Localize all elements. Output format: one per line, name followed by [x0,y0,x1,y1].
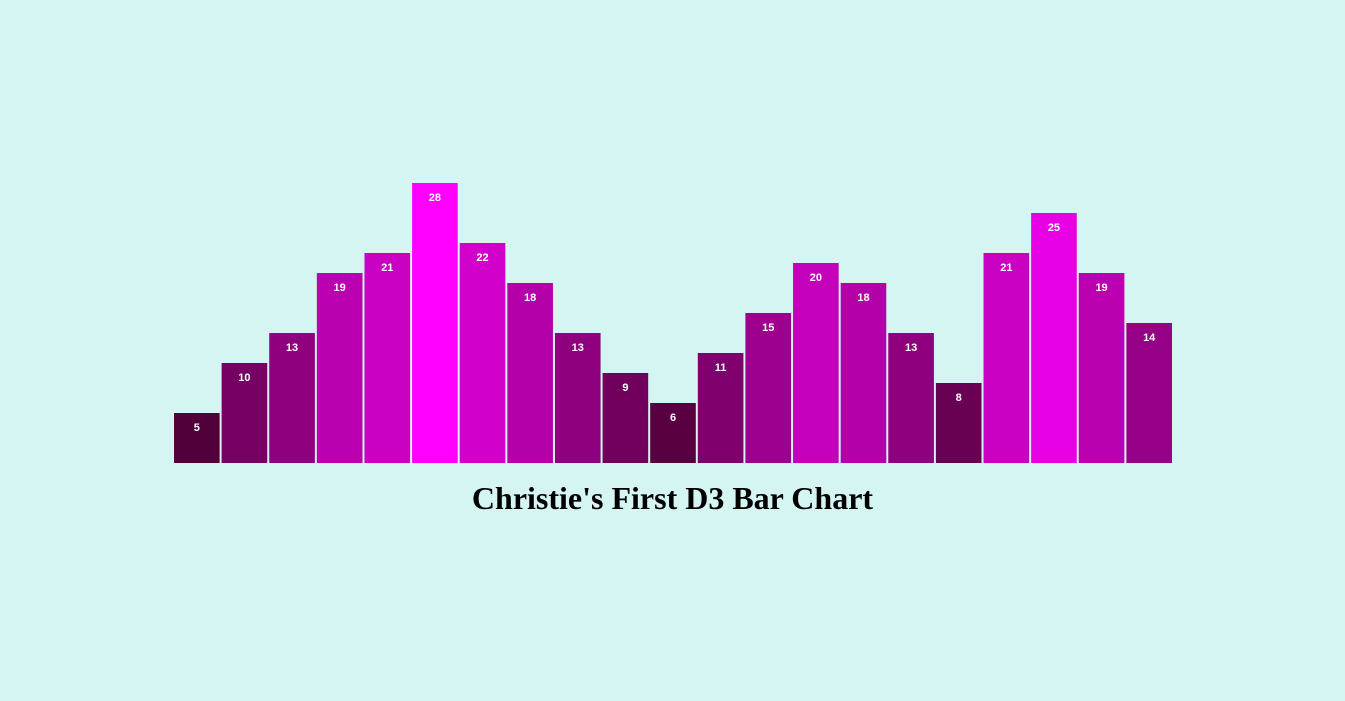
bar-9 [554,333,601,463]
bar-label-4: 19 [334,282,346,294]
bar-label-19: 25 [1048,222,1060,234]
bar-21 [1126,323,1172,463]
bar-label-20: 19 [1095,282,1107,294]
bar-13 [745,313,792,463]
bar-label-5: 21 [381,262,393,274]
bar-14 [793,263,839,463]
bar-label-2: 10 [238,372,250,384]
bar-19 [1031,213,1077,463]
bar-11 [650,403,696,463]
bar-1 [174,413,220,463]
bar-label-1: 5 [194,422,200,434]
bar-label-21: 14 [1143,332,1156,344]
bar-10 [602,373,649,463]
bar-6 [412,183,458,463]
bar-label-15: 18 [857,292,869,304]
bar-label-11: 6 [670,412,676,424]
bars-group [174,183,1172,463]
bar-label-14: 20 [810,272,822,284]
bar-5 [364,253,411,463]
bar-label-13: 15 [762,322,774,334]
bar-7 [459,243,506,463]
bar-2 [221,363,268,463]
data-labels-group: 5 10 13 19 21 28 22 18 13 9 6 11 15 20 18 13 8 21 25 19 14 [194,192,1156,434]
bar-12 [697,353,744,463]
bar-20 [1078,273,1125,463]
bar-8 [507,283,553,463]
bar-15 [840,283,887,463]
bar-3 [269,333,315,463]
chart-title: Christie's First D3 Bar Chart [471,480,874,516]
bar-label-7: 22 [476,252,488,264]
bar-16 [888,333,934,463]
bar-label-9: 13 [572,342,584,354]
bar-label-18: 21 [1000,262,1012,274]
bar-18 [983,253,1030,463]
bar-label-16: 13 [905,342,917,354]
bar-label-17: 8 [956,392,962,404]
bar-label-10: 9 [622,382,628,394]
bar-17 [935,383,982,463]
bar-4 [316,273,363,463]
bar-label-6: 28 [429,192,441,204]
bar-label-12: 11 [715,362,727,374]
bar-label-3: 13 [286,342,298,354]
bar-chart: 5 10 13 19 21 28 22 18 13 9 6 11 15 20 18 13 8 21 25 19 14 [174,183,1172,463]
bar-label-8: 18 [524,292,536,304]
